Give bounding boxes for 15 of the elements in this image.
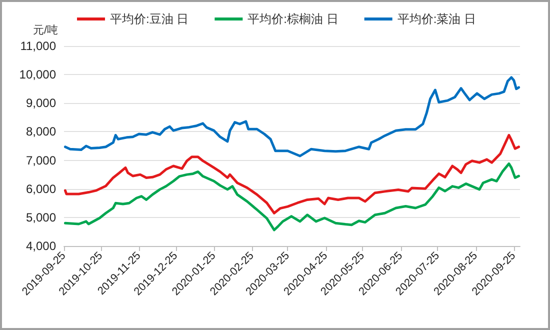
line-series — [64, 134, 520, 214]
legend-label: 平均价:菜油 日 — [397, 12, 476, 26]
legend-label: 平均价:豆油 日 — [110, 12, 189, 26]
y-tick-label: 11,000 — [20, 39, 56, 53]
y-tick-label: 6,000 — [26, 182, 56, 196]
line-series — [64, 162, 520, 232]
line-series — [64, 76, 520, 158]
y-tick-label: 5,000 — [26, 210, 56, 224]
y-tick-label: 8,000 — [26, 124, 56, 139]
y-axis-title: 元/吨 — [32, 24, 58, 36]
legend-label: 平均价:棕榈油 日 — [248, 12, 338, 26]
y-tick-label: 10,000 — [19, 68, 56, 82]
y-tick-label: 7,000 — [26, 153, 56, 168]
y-tick-label: 9,000 — [26, 96, 56, 110]
y-tick-label: 4,000 — [26, 239, 56, 253]
